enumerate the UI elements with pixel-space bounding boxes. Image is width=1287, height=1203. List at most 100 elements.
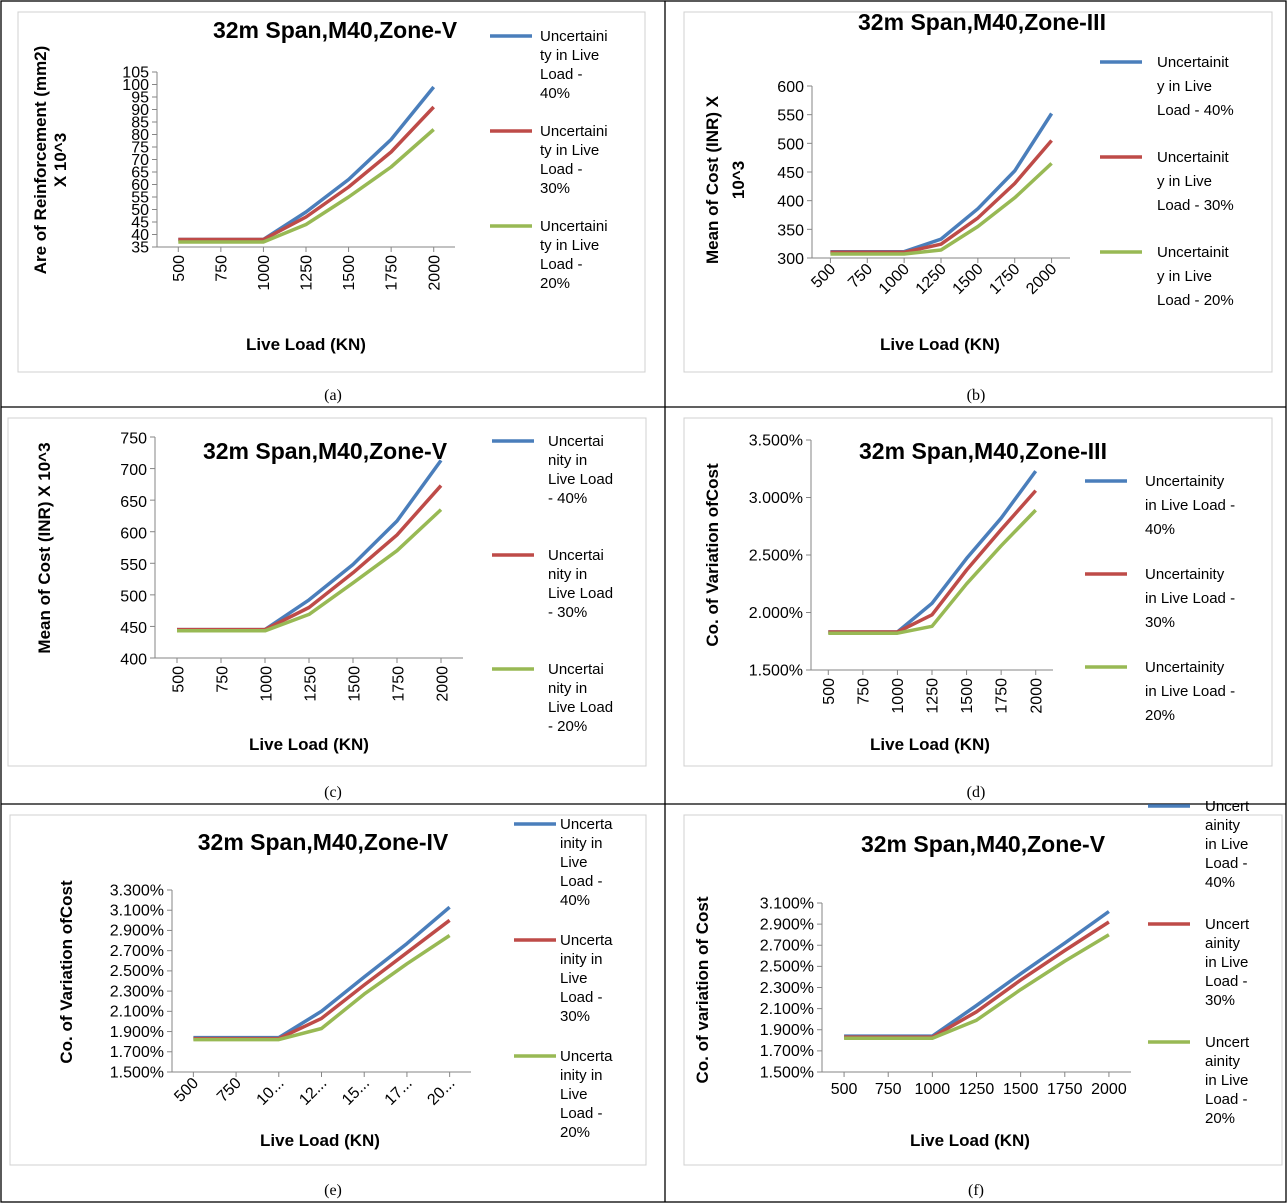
legend-entry: Load - — [560, 873, 603, 890]
legend-entry: in Live — [1205, 1072, 1248, 1089]
x-tick-label: 500 — [831, 1081, 858, 1098]
y-tick-label: 50 — [131, 202, 149, 219]
y-tick-label: 70 — [131, 152, 149, 169]
y-axis-title: Are of Reinforcement (mm2) — [31, 46, 50, 275]
x-tick-label: 1500 — [1003, 1081, 1039, 1098]
y-tick-label: 1.500% — [749, 663, 803, 680]
x-tick-label: 2000 — [1023, 261, 1060, 298]
legend-entry: Uncertai — [548, 547, 604, 564]
x-tick-label: 20... — [424, 1075, 458, 1109]
legend-entry: 20% — [560, 1124, 590, 1141]
legend-entry: inity in — [560, 835, 603, 852]
series-line-3 — [830, 162, 1053, 256]
y-tick-label: 75 — [131, 140, 149, 157]
y-tick-label: 700 — [120, 462, 147, 479]
legend-entry: in Live — [1205, 836, 1248, 853]
y-tick-label: 1.500% — [110, 1064, 164, 1081]
x-tick-label: 750 — [215, 666, 232, 693]
x-tick-label: 750 — [875, 1081, 902, 1098]
legend-entry: 20% — [1145, 707, 1175, 724]
y-axis-title: Co. of variation of Cost — [693, 896, 712, 1083]
legend-entry: Uncertaini — [540, 218, 608, 235]
x-tick-label: 1750 — [986, 261, 1023, 298]
legend-entry: Uncertainity — [1145, 566, 1225, 583]
y-tick-label: 300 — [777, 251, 804, 268]
x-tick-label: 2000 — [1091, 1081, 1127, 1098]
y-tick-label: 35 — [131, 240, 149, 257]
y-tick-label: 550 — [120, 557, 147, 574]
y-tick-label: 3.000% — [749, 490, 803, 507]
x-tick-label: 500 — [171, 666, 188, 693]
legend-entry: y in Live — [1157, 173, 1212, 190]
legend-entry: Uncertainit — [1157, 149, 1230, 166]
x-tick-label: 750 — [213, 255, 230, 282]
x-tick-label: 1000 — [259, 666, 276, 702]
legend-entry: y in Live — [1157, 78, 1212, 95]
panel-label-d: (d) — [967, 784, 986, 801]
y-tick-label: 400 — [120, 652, 147, 669]
y-tick-label: 2.700% — [760, 938, 814, 955]
x-tick-label: 10... — [254, 1075, 288, 1109]
x-axis-title: Live Load (KN) — [880, 335, 1000, 354]
x-tick-label: 1750 — [994, 678, 1011, 714]
chart-frames — [7, 11, 1283, 1166]
chart-c: 32m Span,M40,Zone-V 400 450 500 550 600 650 700… — [35, 431, 613, 754]
y-tick-label: 3.500% — [749, 433, 803, 450]
chart-a: 32m Span,M40,Zone-V 354045505560657075808… — [31, 17, 608, 354]
legend-entry: Live Load — [548, 471, 613, 488]
legend-entry: ainity — [1205, 1053, 1241, 1070]
panel-label-e: (e) — [324, 1182, 342, 1199]
legend-entry: 40% — [540, 85, 570, 102]
chart-title: 32m Span,M40,Zone-V — [203, 438, 448, 464]
x-tick-label: 2000 — [1028, 678, 1045, 714]
x-tick-label: 1750 — [384, 255, 401, 291]
chart-title: 32m Span,M40,Zone-IV — [198, 829, 449, 855]
y-axis-title: Mean of Cost (INR) X — [703, 95, 722, 264]
legend-entry: Live — [560, 970, 588, 987]
y-tick-label: 500 — [777, 136, 804, 153]
legend-entry: Live Load — [548, 585, 613, 602]
legend-entry: ty in Live — [540, 237, 599, 254]
series-line-2 — [177, 484, 443, 632]
legend-entry: Load - — [560, 1105, 603, 1122]
y-tick-label: 550 — [777, 108, 804, 125]
legend-entry: Load - 40% — [1157, 102, 1234, 119]
x-tick-label: 1250 — [303, 666, 320, 702]
series-line-3 — [177, 508, 443, 633]
series-line-1 — [828, 470, 1038, 634]
x-tick-label: 750 — [845, 261, 876, 292]
legend-entry: in Live Load - — [1145, 683, 1235, 700]
y-tick-label: 600 — [120, 525, 147, 542]
x-tick-label: 1000 — [890, 678, 907, 714]
y-axis-title: Mean of Cost (INR) X 10^3 — [35, 442, 54, 653]
legend-entry: inity in — [560, 1067, 603, 1084]
y-tick-label: 600 — [777, 79, 804, 96]
x-tick-label: 500 — [171, 1075, 202, 1106]
legend-entry: in Live — [1205, 954, 1248, 971]
y-tick-label: 1.500% — [760, 1064, 814, 1081]
legend-entry: ainity — [1205, 935, 1241, 952]
x-tick-label: 750 — [214, 1075, 245, 1106]
y-tick-label: 400 — [777, 194, 804, 211]
legend-entry: Uncertainit — [1157, 54, 1230, 71]
x-tick-label: 2000 — [435, 666, 452, 702]
x-tick-label: 500 — [171, 255, 188, 282]
x-tick-label: 1500 — [959, 678, 976, 714]
y-tick-label: 450 — [777, 165, 804, 182]
chart-b: 32m Span,M40,Zone-III 300 350 400 450 500 550 6… — [703, 9, 1234, 354]
y-tick-label: 100 — [122, 77, 149, 94]
panel-label-c: (c) — [324, 784, 342, 801]
y-tick-label: 105 — [122, 65, 149, 82]
chart-f: 32m Span,M40,Zone-V 1.500% 1.700% 1.900% 2.1… — [693, 798, 1250, 1150]
legend-entry: Uncertainit — [1157, 244, 1230, 261]
charts: 32m Span,M40,Zone-V 354045505560657075808… — [31, 9, 1250, 1150]
y-tick-label: 40 — [131, 227, 149, 244]
legend-entry: ainity — [1205, 817, 1241, 834]
y-tick-label: 450 — [120, 620, 147, 637]
y-tick-label: 1.700% — [760, 1043, 814, 1060]
chart-d: 32m Span,M40,Zone-III 1.500% 2.000% 2.500% 3… — [703, 433, 1235, 754]
legend-entry: nity in — [548, 680, 587, 697]
legend-entry: Uncerta — [560, 932, 613, 949]
y-tick-label: 2.900% — [110, 923, 164, 940]
